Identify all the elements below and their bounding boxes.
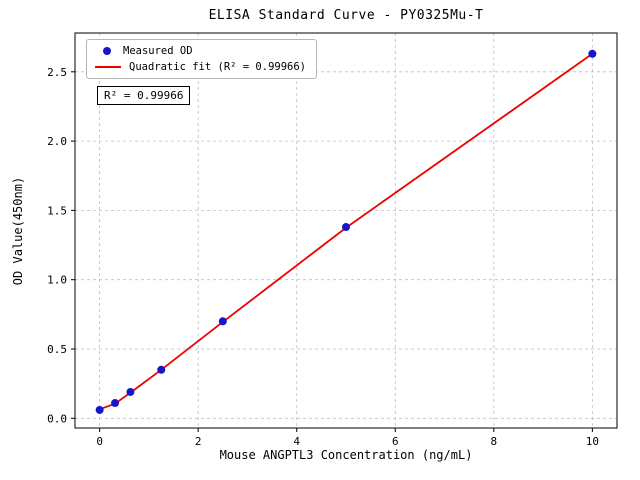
legend: Measured OD Quadratic fit (R² = 0.99966)	[86, 39, 318, 79]
svg-text:6: 6	[392, 435, 399, 448]
legend-label-quadratic-fit: Quadratic fit (R² = 0.99966)	[129, 61, 307, 73]
legend-entry-quadratic-fit: Quadratic fit (R² = 0.99966)	[95, 61, 306, 73]
svg-text:0: 0	[96, 435, 103, 448]
svg-text:1.5: 1.5	[47, 204, 67, 217]
svg-text:0.5: 0.5	[47, 343, 67, 356]
svg-text:10: 10	[586, 435, 599, 448]
svg-text:8: 8	[491, 435, 498, 448]
svg-text:2.5: 2.5	[47, 66, 67, 79]
y-axis-label: OD Value(450nm)	[11, 176, 25, 286]
svg-text:2.0: 2.0	[47, 135, 67, 148]
svg-text:2: 2	[195, 435, 202, 448]
measured-od-marker-icon	[103, 47, 111, 55]
svg-text:1.0: 1.0	[47, 274, 67, 287]
chart-title: ELISA Standard Curve - PY0325Mu-T	[208, 8, 484, 23]
svg-text:0.0: 0.0	[47, 412, 67, 425]
svg-text:4: 4	[293, 435, 300, 448]
x-axis-label: Mouse ANGPTL3 Concentration (ng/mL)	[219, 448, 473, 462]
r-squared-annotation: R² = 0.99966	[97, 86, 191, 105]
legend-label-measured-od: Measured OD	[123, 45, 193, 57]
fit-line-marker-icon	[95, 66, 121, 68]
legend-entry-measured-od: Measured OD	[95, 45, 306, 57]
